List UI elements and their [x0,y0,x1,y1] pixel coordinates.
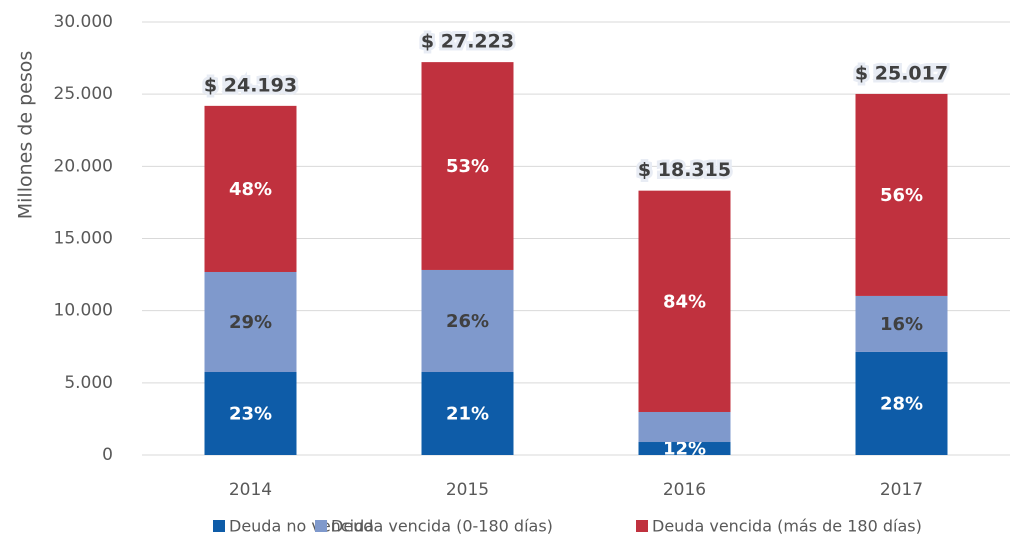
data-label: 12% [663,439,706,460]
total-label: $ 18.315 [638,159,731,181]
data-label: 29% [229,312,272,333]
y-tick-label: 30.000 [54,12,113,32]
bar-segment [421,62,514,270]
x-tick-label: 2014 [229,480,272,500]
bar-segment [855,351,948,455]
legend-label: Deuda no vencida [229,517,374,536]
total-label: $ 24.193 [204,74,297,96]
data-label: 48% [229,179,272,200]
bar-segment [421,269,514,373]
legend-swatch [213,520,225,532]
data-label: 28% [880,393,923,414]
bar-segment [638,190,731,412]
data-label: 23% [229,404,272,425]
bar-segment [204,271,297,373]
data-label: 53% [446,156,489,177]
bar-segment [421,372,514,455]
bar-segment [855,93,948,296]
data-label: 21% [446,404,489,425]
bar-segment [855,295,948,352]
y-tick-label: 0 [102,445,113,465]
x-tick-label: 2015 [446,480,489,500]
y-tick-label: 10.000 [54,301,113,321]
y-tick-label: 15.000 [54,229,113,249]
y-tick-label: 20.000 [54,156,113,176]
total-label: $ 25.017 [855,62,948,84]
y-tick-label: 25.000 [54,84,113,104]
bar-segment [204,372,297,455]
data-label: 56% [880,185,923,206]
bar-segment [204,105,297,272]
y-tick-label: 5.000 [64,373,113,393]
data-label: 16% [880,314,923,335]
x-tick-label: 2017 [880,480,923,500]
data-label: 26% [446,311,489,332]
y-axis-title: Millones de pesos [15,51,37,220]
legend-swatch [315,520,327,532]
bar-segment [638,411,731,443]
x-tick-label: 2016 [663,480,706,500]
data-label: 84% [663,291,706,312]
legend-label: Deuda vencida (0-180 días) [331,517,553,536]
legend-swatch [636,520,648,532]
legend-label: Deuda vencida (más de 180 días) [652,517,922,536]
bar-segment [638,442,731,455]
total-label: $ 27.223 [421,31,514,53]
